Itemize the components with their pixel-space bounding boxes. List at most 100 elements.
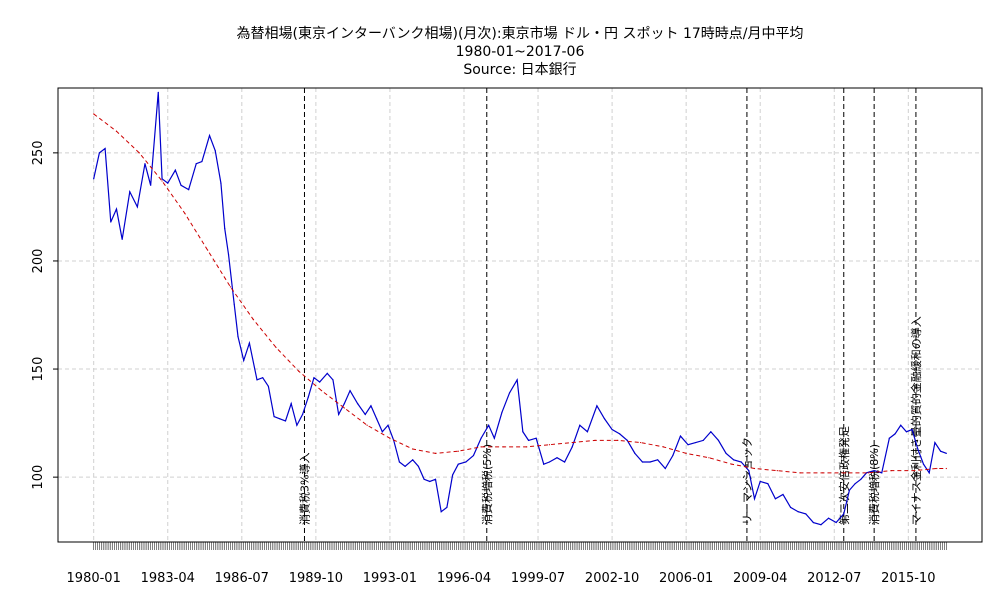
exchange-rate-point (332, 379, 333, 380)
exchange-rate-point (429, 481, 430, 482)
exchange-rate-point (357, 403, 358, 404)
exchange-rate-point (338, 414, 339, 415)
trend-point (936, 468, 937, 469)
exchange-rate-point (528, 440, 529, 441)
y-tick-label: 200 (31, 249, 46, 274)
exchange-rate-point (509, 392, 510, 393)
exchange-rate-point (828, 518, 829, 519)
exchange-rate-point (243, 360, 244, 361)
exchange-rate-point (412, 459, 413, 460)
exchange-rate-point (906, 431, 907, 432)
exchange-rate-point (387, 425, 388, 426)
exchange-rate-point (642, 461, 643, 462)
exchange-rate-point (855, 483, 856, 484)
x-tick-label: 2002-10 (585, 571, 639, 586)
exchange-rate-point (889, 438, 890, 439)
exchange-rate-point (860, 479, 861, 480)
exchange-rate-point (754, 498, 755, 499)
exchange-rate-point (93, 178, 94, 179)
exchange-rate-point (110, 221, 111, 222)
trend-point (845, 472, 846, 473)
exchange-rate-point (273, 416, 274, 417)
exchange-rate-point (946, 453, 947, 454)
trend-point (367, 425, 368, 426)
exchange-rate-point (129, 191, 130, 192)
series (93, 92, 947, 526)
exchange-rate-point (836, 522, 837, 523)
exchange-rate-point (313, 377, 314, 378)
x-tick-label: 1993-01 (363, 571, 417, 586)
event-label: 消費税増税(8%) (867, 444, 881, 525)
exchange-rate-point (741, 461, 742, 462)
exchange-rate-point (881, 472, 882, 473)
exchange-rate-point (929, 472, 930, 473)
trend-point (253, 319, 254, 320)
exchange-rate-point (473, 455, 474, 456)
trend-point (549, 444, 550, 445)
exchange-rate-point (790, 507, 791, 508)
x-tick-label: 2009-04 (733, 571, 787, 586)
exchange-rate-point (349, 390, 350, 391)
x-tick-label: 1980-01 (67, 571, 121, 586)
exchange-rate-point (319, 381, 320, 382)
exchange-rate-point (116, 208, 117, 209)
exchange-rate-point (228, 254, 229, 255)
exchange-rate-point (376, 418, 377, 419)
exchange-rate-point (556, 457, 557, 458)
trend-point (708, 457, 709, 458)
exchange-rate-point (399, 461, 400, 462)
exchange-rate-point (268, 386, 269, 387)
exchange-rate-point (234, 304, 235, 305)
exchange-rate-point (137, 206, 138, 207)
exchange-rate-point (344, 403, 345, 404)
exchange-rate-point (718, 440, 719, 441)
trend-point (116, 131, 117, 132)
exchange-rate-point (201, 161, 202, 162)
x-tick-label: 2006-01 (659, 571, 713, 586)
chart-title: 為替相場(東京インターバンク相場)(月次):東京市場 ドル・円 スポット 17時… (236, 25, 803, 42)
exchange-rate-point (501, 412, 502, 413)
chart-source: Source: 日本銀行 (463, 62, 576, 78)
trend-point (731, 464, 732, 465)
trend-point (344, 407, 345, 408)
exchange-rate-point (158, 92, 159, 93)
exchange-rate-point (564, 461, 565, 462)
exchange-rate-point (934, 442, 935, 443)
exchange-rate-point (441, 511, 442, 512)
trend-point (321, 390, 322, 391)
exchange-rate-point (424, 479, 425, 480)
exchange-rate-point (805, 513, 806, 514)
exchange-rate-point (465, 461, 466, 462)
trend-point (640, 442, 641, 443)
exchange-rate-point (209, 135, 210, 136)
x-tick-label: 1989-10 (289, 571, 343, 586)
exchange-rate-point (188, 189, 189, 190)
exchange-rate-point (695, 442, 696, 443)
chart-subtitle: 1980-01~2017-06 (456, 44, 585, 60)
trend-point (230, 286, 231, 287)
exchange-rate-point (596, 405, 597, 406)
trend-point (913, 470, 914, 471)
exchange-rate-point (849, 490, 850, 491)
trend-point (799, 472, 800, 473)
exchange-rate-point (710, 431, 711, 432)
exchange-rate-point (612, 429, 613, 430)
exchange-rate-point (604, 418, 605, 419)
x-tick-label: 1996-04 (437, 571, 491, 586)
exchange-rate-point (680, 435, 681, 436)
event-markers: 消費税3%導入 消費税増税(5%) リーマンショック 第二次安倍政権発足 消費税増税(8… (297, 88, 922, 542)
x-minor-ticks (94, 542, 947, 550)
trend-point (594, 440, 595, 441)
exchange-rate-point (249, 343, 250, 344)
exchange-rate-point (820, 524, 821, 525)
trend-line (94, 114, 947, 473)
exchange-rate-point (517, 379, 518, 380)
exchange-rate-point (435, 479, 436, 480)
event-label: 第二次安倍政権発足 (837, 426, 851, 525)
exchange-rate-point (215, 150, 216, 151)
exchange-rate-point (167, 183, 168, 184)
trend-point (868, 472, 869, 473)
event-label: 消費税3%導入 (297, 453, 311, 525)
exchange-rate-point (874, 470, 875, 471)
